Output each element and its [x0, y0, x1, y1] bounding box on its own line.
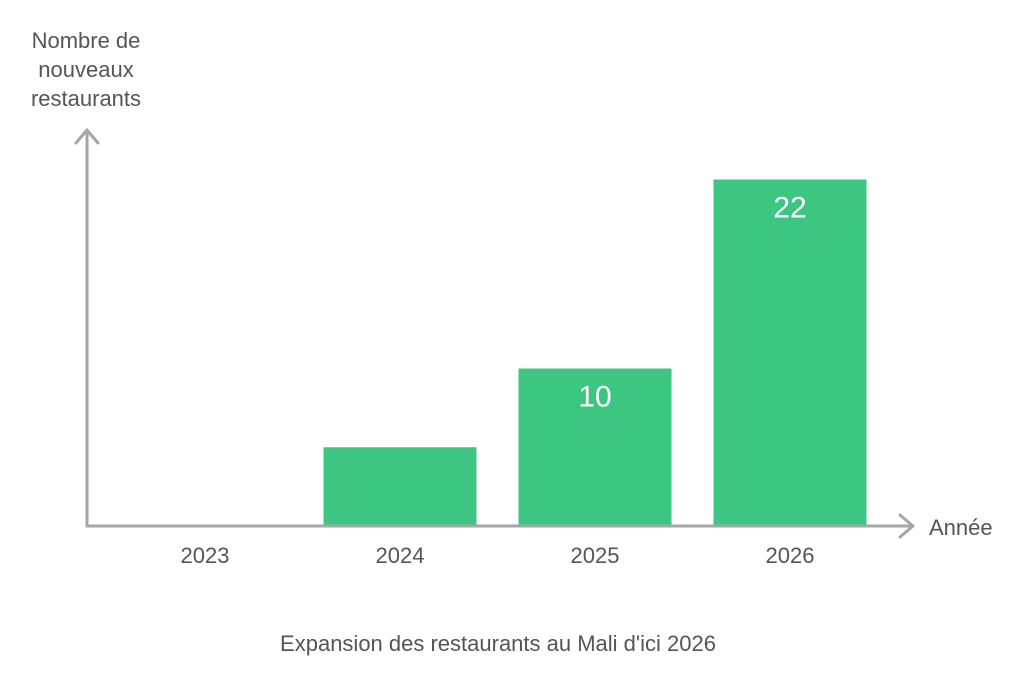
bar-2025	[518, 368, 672, 526]
x-tick-label-2024: 2024	[376, 543, 425, 568]
x-axis-label: Année	[929, 515, 993, 540]
bar-series	[323, 179, 867, 526]
x-axis-tick-labels: 2023 2024 2025 2026	[181, 543, 815, 568]
x-tick-label-2026: 2026	[766, 543, 815, 568]
bar-value-label-2026: 22	[773, 192, 806, 225]
x-axis-arrowhead	[898, 513, 915, 539]
bar-value-label-2025: 10	[578, 381, 611, 414]
y-axis-label-line-2: nouveaux	[38, 57, 133, 82]
y-axis-label-line-1: Nombre de	[32, 28, 141, 53]
bar-value-labels: 10 22	[578, 192, 806, 414]
chart-title: Expansion des restaurants au Mali d'ici …	[280, 631, 716, 656]
y-axis-arrowhead	[74, 128, 100, 145]
bar-2024	[323, 447, 477, 526]
bar-2026	[713, 179, 867, 526]
y-axis-label: Nombre de nouveaux restaurants	[31, 28, 141, 111]
x-tick-label-2023: 2023	[181, 543, 230, 568]
x-tick-label-2025: 2025	[571, 543, 620, 568]
y-axis-label-line-3: restaurants	[31, 86, 141, 111]
